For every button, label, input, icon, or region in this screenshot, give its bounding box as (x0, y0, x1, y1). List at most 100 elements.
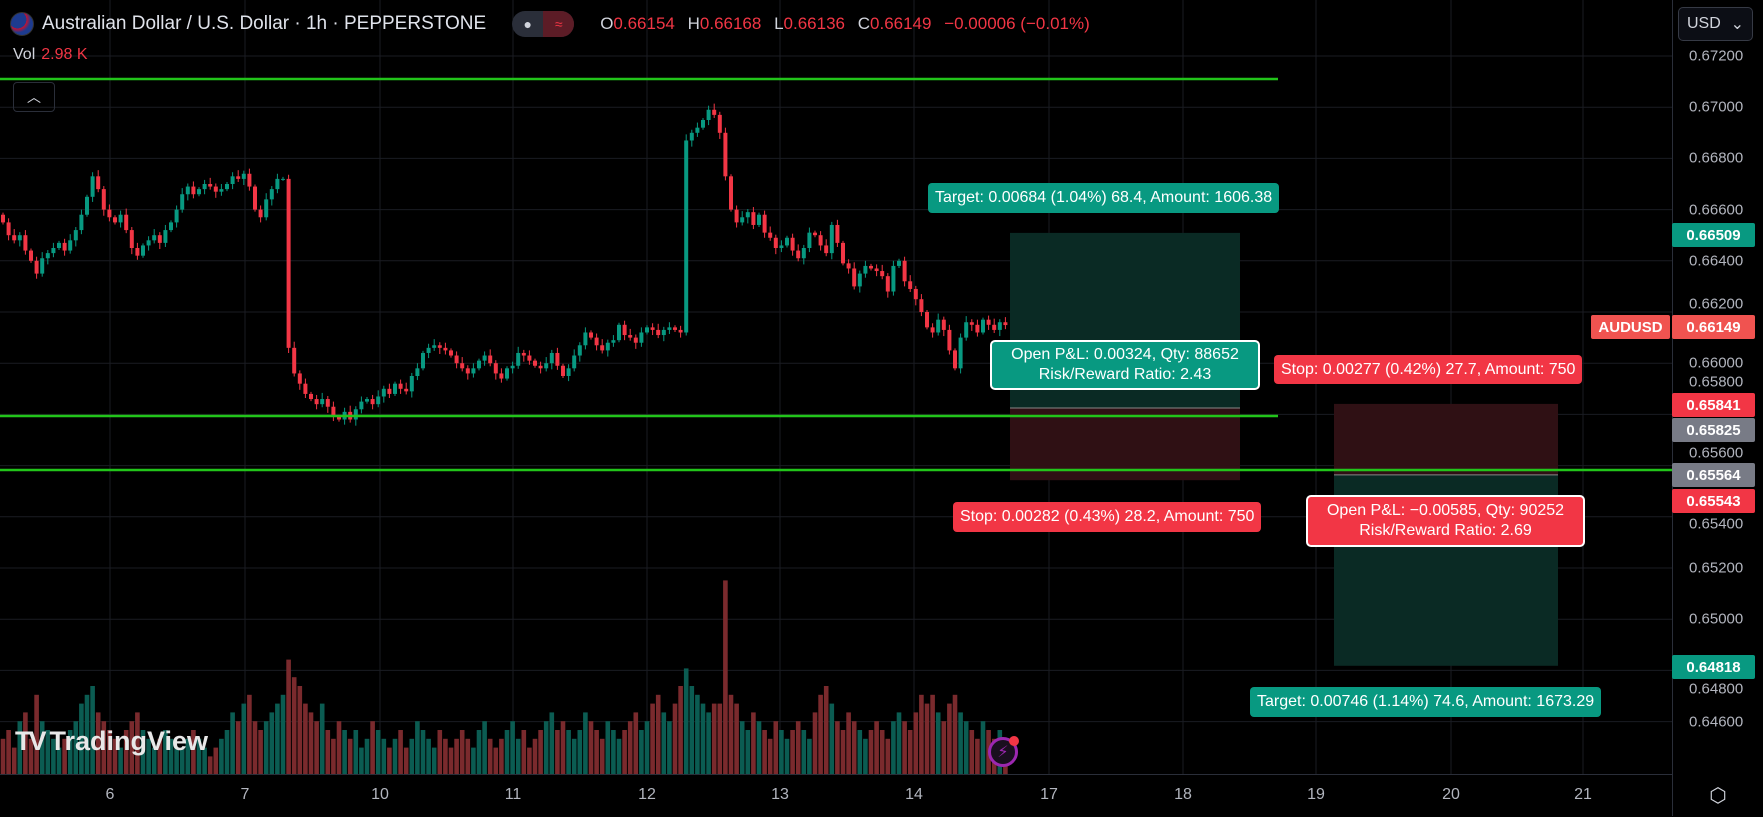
short-pnl-label[interactable]: Open P&L: −0.00585, Qty: 90252 Risk/Rewa… (1306, 495, 1585, 547)
volume-bar (241, 703, 247, 774)
volume-bar (980, 721, 986, 774)
candle-body (684, 140, 689, 333)
low-label: L (774, 14, 784, 33)
volume-bar (252, 721, 258, 774)
volume-bar (297, 686, 303, 774)
currency-dropdown[interactable]: USD ⌄ (1678, 7, 1753, 41)
volume-bar (347, 738, 353, 774)
price-tick: 0.67000 (1689, 98, 1744, 116)
volume-bar (588, 721, 594, 774)
volume-bar (510, 721, 515, 774)
candle-body (729, 176, 733, 210)
candle-body (779, 245, 784, 248)
volume-bar (286, 659, 291, 774)
currency-value: USD (1687, 15, 1721, 32)
symbol-title[interactable]: Australian Dollar / U.S. Dollar · 1h · P… (42, 13, 487, 34)
candle-body (521, 352, 526, 356)
long-stop-label[interactable]: Stop: 0.00282 (0.43%) 28.2, Amount: 750 (953, 502, 1262, 532)
candle-body (303, 383, 308, 394)
volume-bar (840, 730, 846, 774)
candle-body (370, 399, 375, 405)
candle-body (986, 319, 991, 325)
volume-bar (566, 730, 571, 774)
candle-body (773, 237, 778, 248)
volume-bar (846, 712, 851, 774)
candle-body (533, 360, 537, 366)
long-target-label[interactable]: Target: 0.00684 (1.04%) 68.4, Amount: 16… (928, 183, 1280, 213)
wave-icon[interactable]: ≈ (543, 11, 575, 37)
candle-body (549, 352, 554, 364)
indicator-toggle[interactable]: ● ≈ (512, 11, 575, 37)
volume-bar (818, 694, 823, 774)
candle-body (751, 212, 756, 225)
candle-body (499, 373, 504, 379)
candle-body (695, 127, 700, 133)
candle-body (57, 242, 61, 248)
candle-body (897, 260, 901, 266)
candle-body (611, 340, 616, 343)
candle-body (908, 281, 913, 289)
volume-bar (448, 747, 454, 774)
volume-bar (728, 694, 734, 774)
tradingview-logo[interactable]: TV TradingView (15, 726, 208, 757)
volume-bar (403, 747, 409, 774)
candle-body (745, 212, 750, 218)
ohlc-readout: O0.66154 H0.66168 L0.66136 C0.66149 −0.0… (600, 14, 1098, 34)
candle-body (398, 383, 403, 389)
time-axis[interactable] (0, 774, 1672, 817)
candle-body (202, 184, 207, 190)
time-label: 19 (1307, 786, 1325, 803)
volume-bar (62, 738, 67, 774)
candle-body (236, 176, 241, 179)
volume-bar (493, 747, 499, 774)
candle-body (885, 276, 890, 292)
candle-body (23, 235, 28, 251)
volume-legend[interactable]: Vol 2.98 K (13, 46, 88, 64)
long-pnl-text: Open P&L: 0.00324, Qty: 88652 (1011, 346, 1239, 363)
time-label: 13 (771, 786, 789, 803)
lightning-icon[interactable]: ⚡ (988, 736, 1019, 767)
symbol-header: Australian Dollar / U.S. Dollar · 1h · P… (10, 10, 1098, 38)
candle-body (124, 214, 129, 231)
candle-body (365, 399, 369, 402)
price-label: 0.65543 (1672, 489, 1755, 513)
volume-bar (930, 694, 935, 774)
candle-body (975, 324, 980, 333)
candle-body (829, 224, 834, 254)
candle-body (577, 345, 582, 356)
chart-settings-icon[interactable]: ⬡ (1709, 785, 1727, 807)
collapse-legend-button[interactable]: ︿ (13, 82, 55, 112)
candle-body (460, 363, 465, 369)
dot-icon[interactable]: ● (523, 16, 532, 32)
volume-bar (919, 694, 924, 774)
candle-body (667, 327, 672, 330)
time-label: 11 (504, 786, 522, 803)
candle-body (880, 271, 885, 277)
candle-body (807, 232, 812, 248)
candle-body (997, 322, 1002, 330)
candle-body (717, 114, 722, 133)
volume-label: Vol (13, 46, 36, 63)
price-tick: 0.66800 (1689, 149, 1744, 167)
candle-body (353, 409, 358, 420)
price-label: 0.66509 (1672, 223, 1755, 247)
price-chart[interactable] (0, 0, 1672, 774)
volume-bar (95, 712, 101, 774)
volume-bar (202, 747, 207, 774)
long-pnl-label[interactable]: Open P&L: 0.00324, Qty: 88652 Risk/Rewar… (990, 340, 1260, 390)
volume-bar (963, 721, 969, 774)
candle-body (477, 360, 481, 369)
volume-bar (711, 703, 717, 774)
short-target-label[interactable]: Target: 0.00746 (1.14%) 74.6, Amount: 16… (1250, 687, 1602, 717)
volume-bar (179, 747, 185, 774)
volume-bar (762, 730, 767, 774)
volume-bar (336, 721, 342, 774)
candle-body (163, 230, 168, 243)
candle-body (331, 406, 336, 417)
candle-body (101, 189, 106, 210)
candle-body (40, 258, 45, 274)
time-label: 10 (371, 786, 389, 803)
candle-body (852, 268, 857, 287)
short-stop-label[interactable]: Stop: 0.00277 (0.42%) 27.7, Amount: 750 (1274, 355, 1583, 384)
volume-bar (599, 738, 605, 774)
